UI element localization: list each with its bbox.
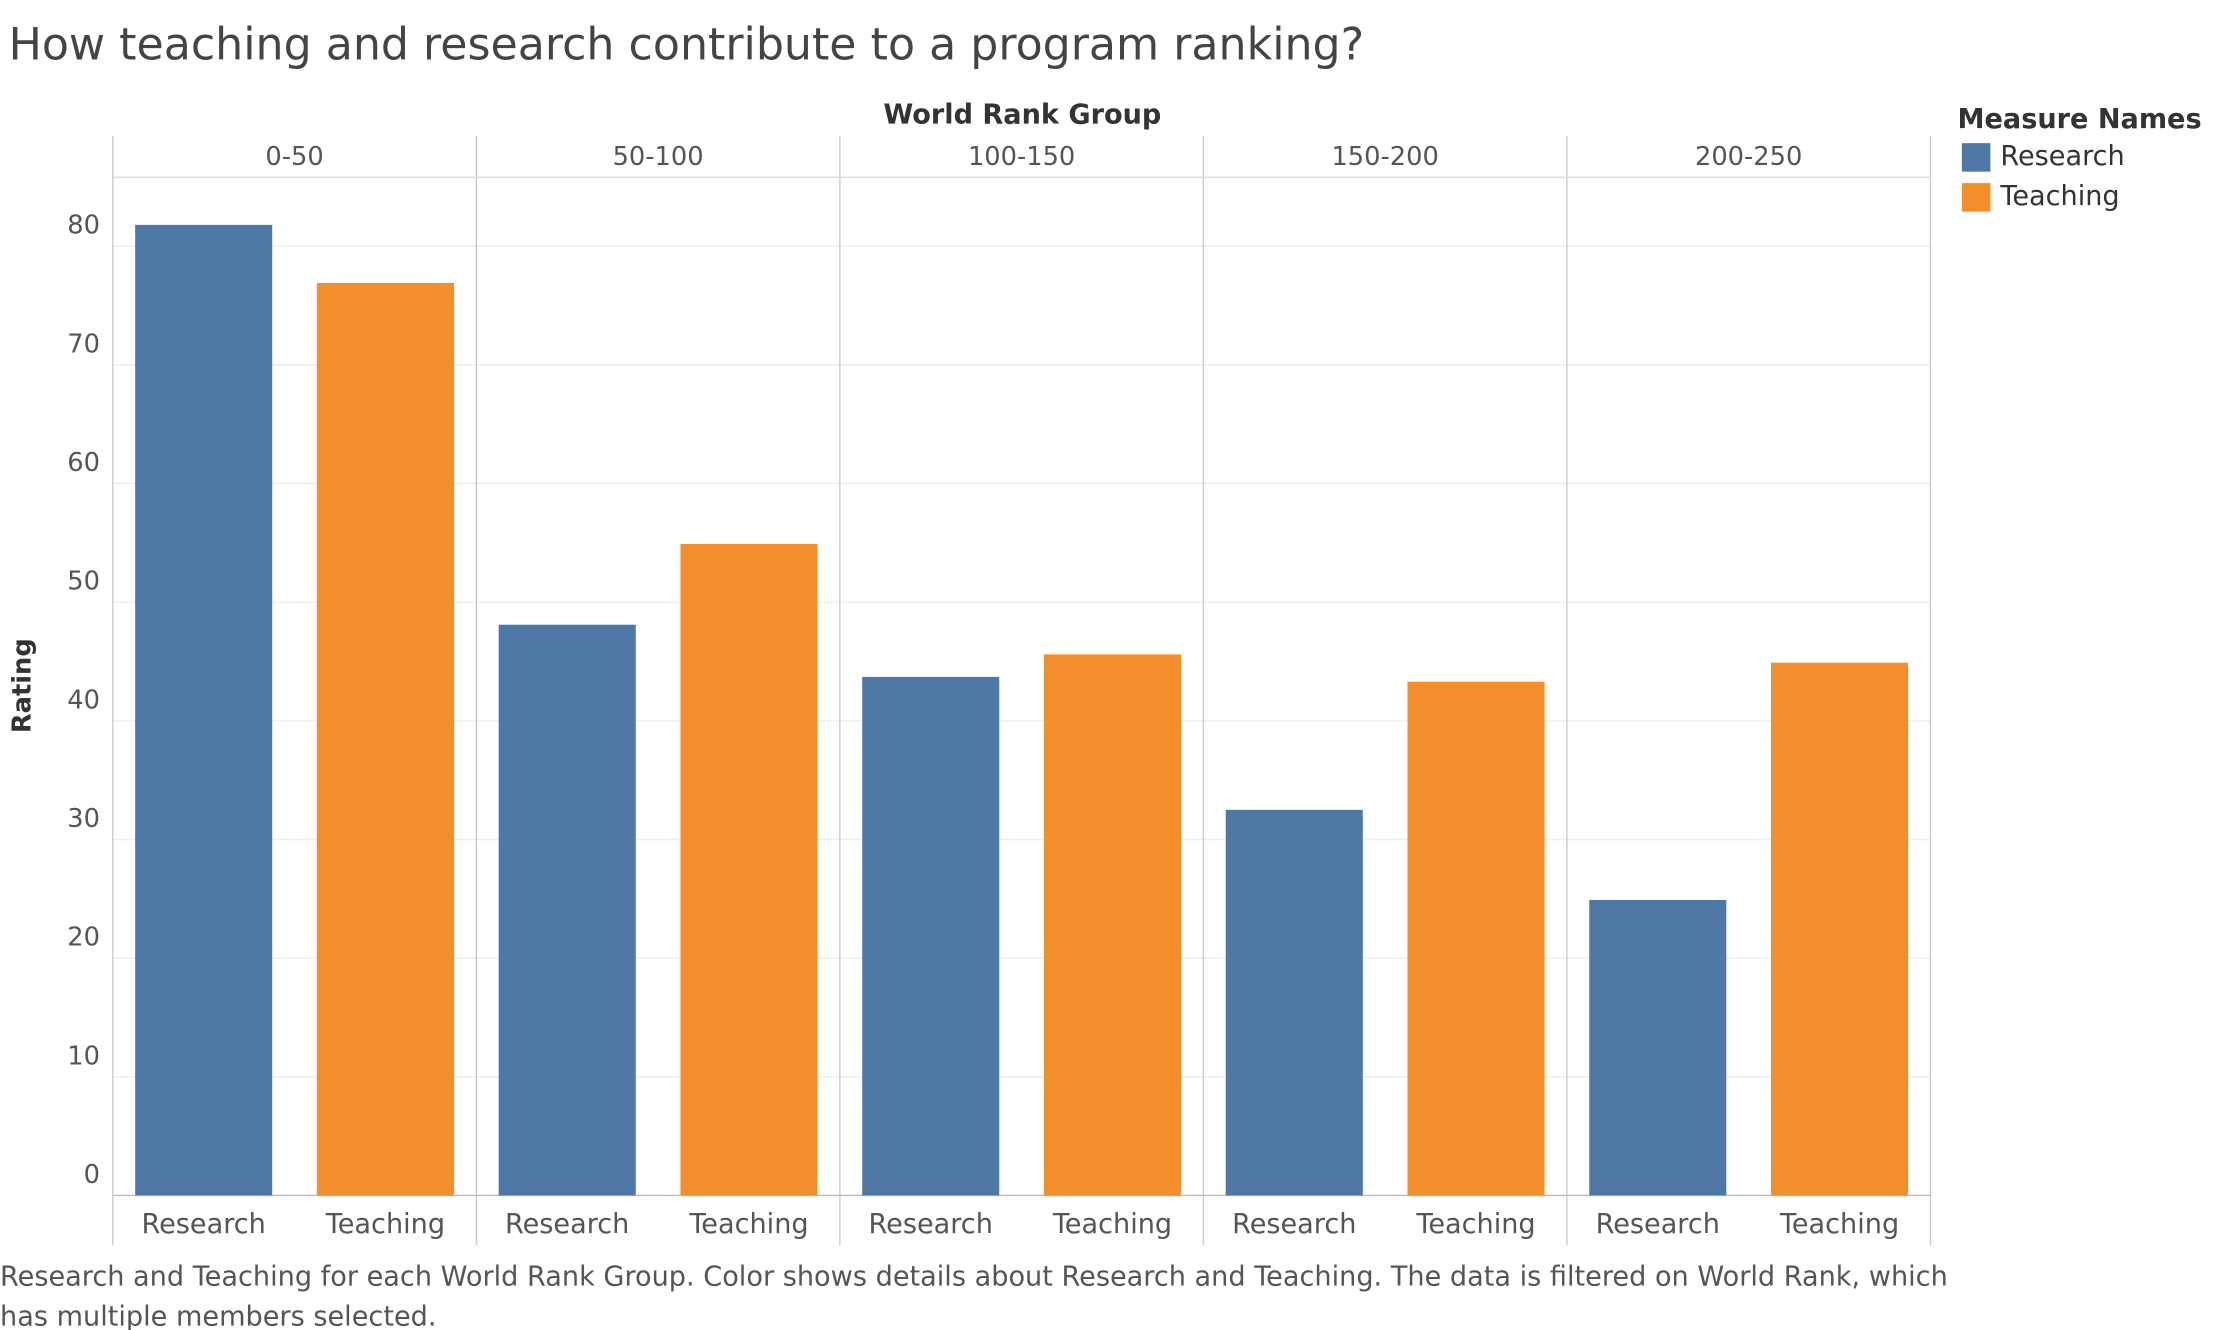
group-label: 150-200 [1331, 142, 1438, 172]
y-tick-label: 20 [67, 923, 100, 953]
y-tick-label: 0 [84, 1160, 100, 1190]
y-tick-label: 60 [67, 448, 100, 478]
x-tick-label: Research [869, 1209, 993, 1240]
x-tick-label: Research [142, 1209, 266, 1240]
bar [135, 224, 273, 1196]
y-tick-label: 10 [67, 1041, 100, 1071]
legend-label: Research [2000, 141, 2124, 172]
x-tick-label: Research [505, 1209, 629, 1240]
x-tick-label: Research [1232, 1209, 1356, 1240]
chart-title: How teaching and research contribute to … [9, 19, 1365, 70]
y-axis-title: Rating [7, 638, 37, 733]
x-tick-label: Teaching [688, 1209, 808, 1240]
y-tick-label: 30 [67, 804, 100, 834]
x-tick-label: Teaching [1415, 1209, 1535, 1240]
y-tick-label: 50 [67, 567, 100, 597]
bar [862, 676, 1000, 1196]
legend-swatch [1961, 183, 1991, 212]
y-tick-label: 80 [67, 211, 100, 241]
y-tick-label: 40 [67, 685, 100, 715]
bar [1043, 654, 1182, 1196]
group-label: 50-100 [613, 142, 704, 172]
x-tick-label: Research [1596, 1209, 1720, 1240]
bar [1771, 662, 1909, 1196]
caption-box: Research and Teaching for each World Ran… [0, 1261, 1948, 1330]
bar [498, 624, 636, 1196]
group-label: 200-250 [1695, 142, 1802, 172]
group-label: 0-50 [265, 142, 323, 172]
bar [1589, 899, 1727, 1196]
legend-title: Measure Names [1958, 104, 2202, 135]
x-tick-label: Teaching [325, 1209, 445, 1240]
x-tick-label: Teaching [1052, 1209, 1172, 1240]
bar [680, 544, 818, 1196]
x-tick-label: Teaching [1779, 1209, 1899, 1240]
bar [316, 282, 454, 1196]
caption: Research and Teaching for each World Ran… [0, 1261, 1948, 1330]
bar [1407, 681, 1545, 1196]
legend-swatch [1961, 143, 1991, 172]
bar [1225, 809, 1363, 1196]
legend-label: Teaching [1999, 181, 2119, 212]
x-axis-title: World Rank Group [883, 99, 1161, 130]
y-tick-label: 70 [67, 329, 100, 359]
group-label: 100-150 [968, 142, 1075, 172]
